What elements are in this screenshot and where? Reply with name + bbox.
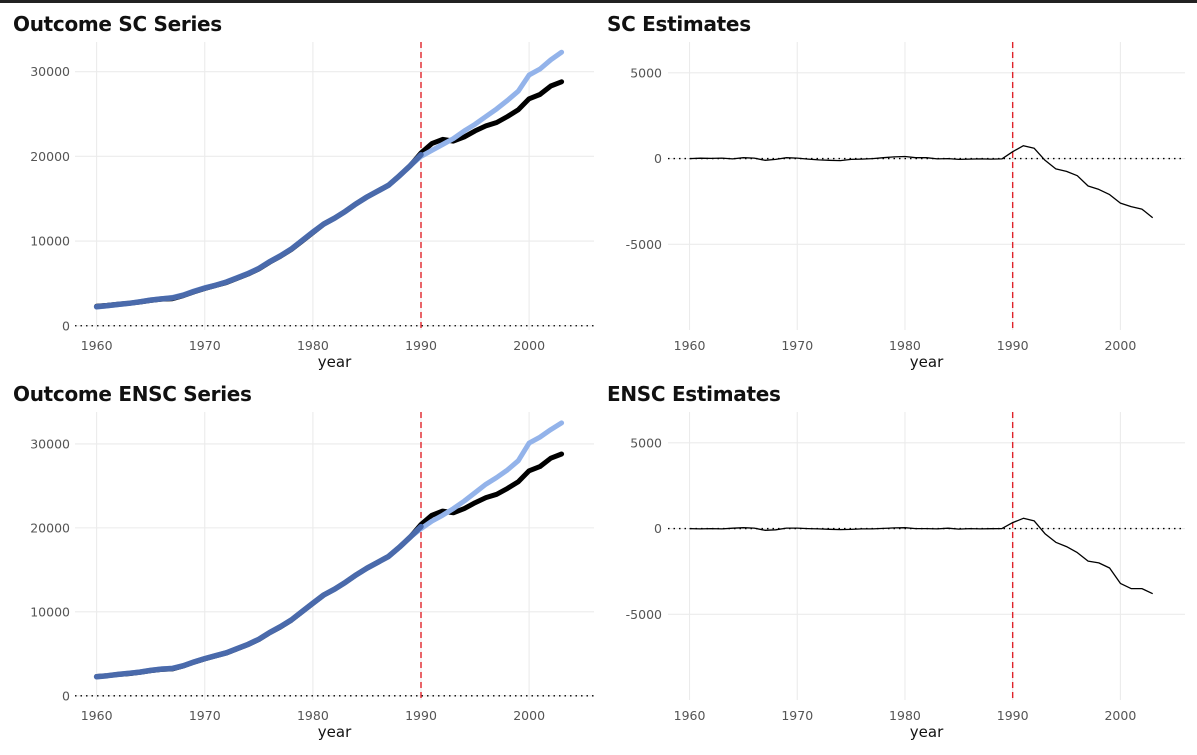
x-tick-label: 1980 <box>889 338 921 353</box>
y-tick-label: -5000 <box>626 607 662 622</box>
series-overlap-line <box>93 523 424 680</box>
x-tick-label: 1970 <box>781 338 813 353</box>
panel-title-sc-estimates: SC Estimates <box>607 12 751 36</box>
y-tick-label: 0 <box>62 318 70 333</box>
panel-title-sc-series: Outcome SC Series <box>13 12 222 36</box>
x-tick-label: 1990 <box>997 338 1029 353</box>
y-tick-label: 20000 <box>30 520 70 535</box>
y-tick-label: 10000 <box>30 604 70 619</box>
panel-title-ensc-series: Outcome ENSC Series <box>13 382 252 406</box>
x-tick-label: 1980 <box>297 708 329 723</box>
y-tick-label: 0 <box>654 151 662 166</box>
chart-sc-estimates: 1960 1970 1980 1990 2000 -5000 0 5000 year <box>626 42 1185 371</box>
x-tick-label: 1980 <box>297 338 329 353</box>
y-tick-label: 5000 <box>630 435 662 450</box>
top-border <box>0 0 1197 3</box>
x-tick-label: 2000 <box>513 708 545 723</box>
x-tick-label: 1960 <box>674 708 706 723</box>
x-axis-title: year <box>318 723 352 741</box>
series-overlap-line <box>93 151 424 310</box>
x-axis-title: year <box>910 723 944 741</box>
x-tick-label: 1990 <box>405 338 437 353</box>
y-tick-label: 0 <box>654 521 662 536</box>
x-tick-label: 1970 <box>189 708 221 723</box>
series-estimate-line <box>689 517 1153 595</box>
y-tick-label: 0 <box>62 688 70 703</box>
x-tick-label: 1970 <box>781 708 813 723</box>
y-tick-label: 5000 <box>630 65 662 80</box>
x-tick-label: 2000 <box>513 338 545 353</box>
x-tick-label: 2000 <box>1104 338 1136 353</box>
x-tick-label: 1990 <box>405 708 437 723</box>
y-tick-label: 30000 <box>30 64 70 79</box>
x-tick-label: 1990 <box>997 708 1029 723</box>
panel-title-ensc-estimates: ENSC Estimates <box>607 382 781 406</box>
y-tick-label: -5000 <box>626 237 662 252</box>
x-tick-label: 1980 <box>889 708 921 723</box>
x-tick-label: 1970 <box>189 338 221 353</box>
x-tick-label: 1960 <box>81 708 113 723</box>
y-tick-label: 20000 <box>30 149 70 164</box>
x-axis-title: year <box>910 353 944 371</box>
series-estimate-line <box>689 145 1154 219</box>
x-axis-title: year <box>318 353 352 371</box>
y-tick-label: 30000 <box>30 436 70 451</box>
x-tick-label: 1960 <box>674 338 706 353</box>
y-tick-label: 10000 <box>30 234 70 249</box>
x-tick-label: 2000 <box>1104 708 1136 723</box>
x-tick-label: 1960 <box>81 338 113 353</box>
